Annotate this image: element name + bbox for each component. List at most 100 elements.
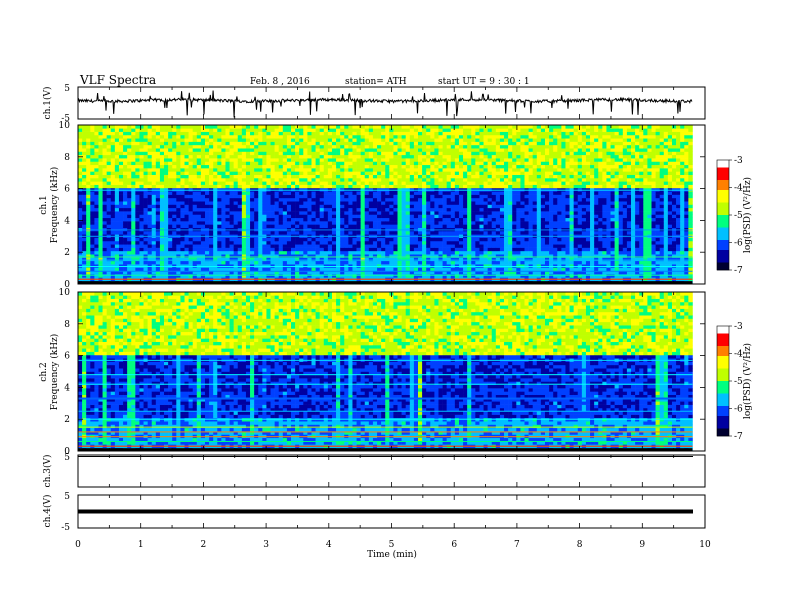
spectrogram-cell [184,191,189,195]
spectrogram-cell [78,164,83,169]
spectrogram-cell [106,274,112,278]
spectrogram-cell [221,171,226,175]
spectrogram-cell [487,128,493,132]
spectrogram-cell [393,214,398,219]
spectrogram-cell [258,201,263,205]
spectrogram-cell [282,138,288,142]
spectrogram-cell [442,204,447,209]
spectrogram-cell [291,158,296,162]
spectrogram-cell [331,178,337,182]
spectrogram-cell [352,264,357,268]
spectrogram-cell [159,125,165,129]
spectrogram-cell [426,161,431,166]
spectrogram-cell [258,214,263,219]
spectrogram-cell [118,141,124,146]
spectrogram-cell [90,264,95,268]
spectrogram-cell [479,141,484,146]
spectrogram-cell [286,221,292,225]
spectrogram-cell [282,231,288,235]
spectrogram-cell [78,128,83,132]
spectrogram-cell [196,270,202,275]
spectrogram-cell [331,250,337,255]
spectrogram-cell [155,128,161,132]
spectrogram-cell [196,154,202,159]
spectrogram-cell [299,131,304,136]
spectrogram-cell [446,144,452,149]
spectrogram-cell [254,128,259,132]
spectrogram-cell [241,158,247,162]
spectrogram-cell [487,224,493,228]
spectrogram-cell [176,158,181,162]
spectrogram-cell [225,217,230,222]
spectrogram-cell [389,254,394,258]
spectrogram-cell [143,164,148,169]
spectrogram-cell [176,237,181,242]
spectrogram-cell [487,171,493,175]
spectrogram-cell [102,131,107,136]
spectrogram-cell [86,181,91,185]
spectrogram-cell [352,274,357,278]
spectrogram-cell [106,260,112,265]
spectrogram-cell [348,171,353,175]
spectrogram-cell [196,217,202,222]
spectrogram-cell [381,161,386,166]
spectrogram-cell [98,254,103,258]
spectrogram-cell [176,148,181,152]
spectrogram-cell [229,214,234,219]
spectrogram-cell [307,270,312,275]
spectrogram-cell [106,270,112,275]
spectrogram-cell [86,201,91,205]
spectrogram-cell [110,227,116,232]
spectrogram-cell [364,240,370,245]
spectrogram-cell [168,158,173,162]
spectrogram-cell [475,231,480,235]
spectrogram-cell [200,184,206,189]
spectrogram-cell [151,134,157,139]
spectrogram-cell [86,161,91,166]
spectrogram-cell [491,154,497,159]
spectrogram-cell [90,194,95,199]
spectrogram-cell [499,247,505,252]
spectrogram-cell [450,144,456,149]
spectrogram-cell [151,164,157,169]
spectrogram-cell [442,221,447,225]
spectrogram-cell [434,214,439,219]
spectrogram-cell [282,201,288,205]
spectrogram-cell [233,237,239,242]
spectrogram-cell [270,214,275,219]
spectrogram-cell [377,144,382,149]
spectrogram-cell [118,270,124,275]
spectrogram-cell [426,260,431,265]
spectrogram-cell [315,240,320,245]
spectrogram-cell [192,194,198,199]
spectrogram-cell [467,138,472,142]
spectrogram-cell [270,267,275,272]
spectrogram-cell [495,174,501,179]
spectrogram-cell [233,217,239,222]
spectrogram-cell [418,221,423,225]
spectrogram-cell [397,141,402,146]
spectrogram-cell [278,211,284,215]
spectrogram-cell [286,158,292,162]
spectrogram-cell [356,204,361,209]
spectrogram-cell [200,128,206,132]
spectrogram-cell [348,197,353,202]
spectrogram-cell [250,211,255,215]
spectrogram-cell [229,125,234,129]
spectrogram-cell [155,171,161,175]
spectrogram-cell [123,191,128,195]
spectrogram-cell [188,247,193,252]
spectrogram-cell [450,217,456,222]
spectrogram-cell [422,267,427,272]
spectrogram-cell [418,154,423,159]
spectrogram-cell [291,250,296,255]
spectrogram-cell [303,204,308,209]
spectrogram-cell [90,168,95,172]
spectrogram-cell [200,260,206,265]
spectrogram-cell [139,260,144,265]
spectrogram-cell [450,181,456,185]
spectrogram-cell [348,158,353,162]
spectrogram-cell [245,267,251,272]
spectrogram-cell [143,154,148,159]
spectrogram-cell [172,244,177,248]
